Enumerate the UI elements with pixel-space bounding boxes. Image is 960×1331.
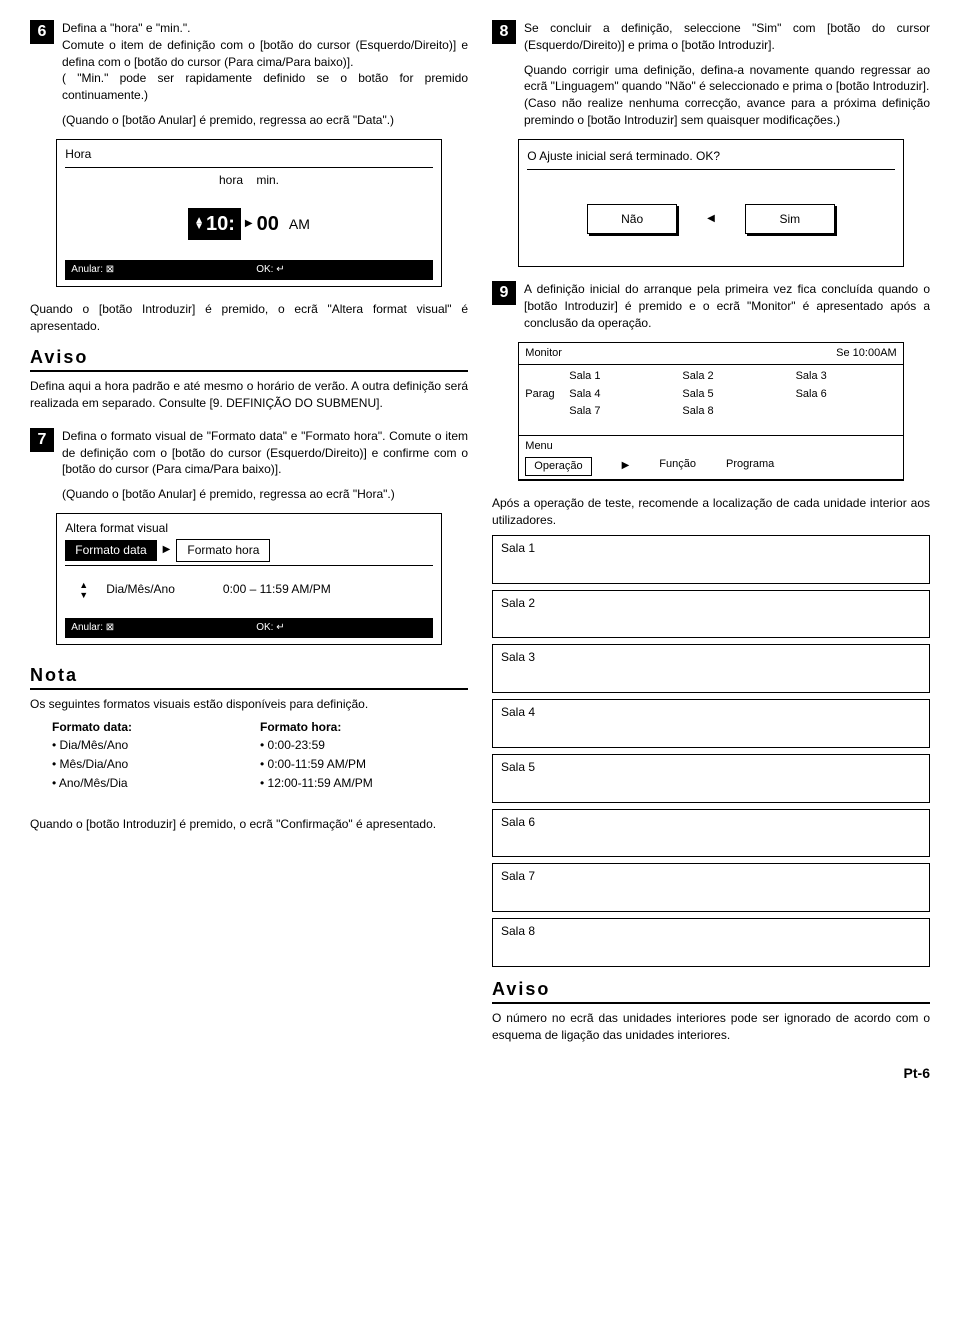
menu-operacao[interactable]: Operação [525,457,591,476]
step6-p3: (Quando o [botão Anular] é premido, regr… [62,112,468,129]
right-arrow-icon: ▶ [245,217,253,231]
step8-p1: Se concluir a definição, seleccione "Sim… [524,20,930,54]
fmt-hora-head: Formato hora: [260,720,341,734]
room-box-7[interactable]: Sala 7 [492,863,930,912]
step-9-badge: 9 [492,281,516,305]
step6-p2: ( "Min." pode ser rapidamente definido s… [62,70,468,104]
minute-value: 00 [257,210,279,238]
hour-input[interactable]: ▲▼ 10: [188,208,241,240]
step9-p1: A definição inicial do arranque pela pri… [524,281,930,331]
room-box-3[interactable]: Sala 3 [492,644,930,693]
anular-label: Anular: ⊠ [71,263,114,277]
left-arrow-icon: ◀ [707,212,715,226]
right-arrow-icon: ▶ [163,543,171,557]
menu-label: Menu [525,439,896,454]
room-box-2[interactable]: Sala 2 [492,590,930,639]
step-8-badge: 8 [492,20,516,44]
room-box-4[interactable]: Sala 4 [492,699,930,748]
step8-p2: Quando corrigir uma definição, defina-a … [524,62,930,96]
monitor-time: Se 10:00AM [836,346,897,361]
monitor-screen: Monitor Se 10:00AM Parag Sala 1 Sala 2 S… [518,342,903,481]
ampm-value: AM [289,215,310,235]
confirm-text: Quando o [botão Introduzir] é premido, o… [30,816,468,833]
fmt-hora-o1: • 0:00-23:59 [260,737,468,754]
sala-cell: Sala 2 [682,369,783,384]
label-min: min. [256,173,279,187]
confirm-msg: O Ajuste inicial será terminado. OK? [527,148,894,165]
fmt-data-head: Formato data: [52,720,132,734]
fmt-data-o2: • Mês/Dia/Ano [52,756,260,773]
post-op: Após a operação de teste, recomende a lo… [492,495,930,529]
updown-icon: ▲▼ [79,580,88,600]
monitor-side-label: Parag [525,369,569,419]
monitor-title: Monitor [525,346,562,361]
aviso2-body: O número no ecrã das unidades interiores… [492,1010,930,1044]
nota-body: Os seguintes formatos visuais estão disp… [30,696,468,713]
sala-cell: Sala 8 [682,404,783,419]
format-title: Altera format visual [65,520,432,537]
page-number: Pt-6 [30,1064,930,1084]
yes-button[interactable]: Sim [745,204,835,235]
ok-label: OK: ↵ [256,263,284,277]
aviso2-heading: Aviso [492,977,930,1004]
fmt-hora-o3: • 12:00-11:59 AM/PM [260,775,468,792]
step-6-badge: 6 [30,20,54,44]
step6-p1: Comute o item de definição com o [botão … [62,37,468,71]
label-hora: hora [219,173,243,187]
menu-funcao[interactable]: Função [659,457,696,476]
room-box-6[interactable]: Sala 6 [492,809,930,858]
aviso1-body: Defina aqui a hora padrão e até mesmo o … [30,378,468,412]
step7-p2: (Quando o [botão Anular] é premido, regr… [62,486,468,503]
time-format-value: 0:00 – 11:59 AM/PM [223,581,331,598]
room-box-8[interactable]: Sala 8 [492,918,930,967]
fmt-data-o1: • Dia/Mês/Ano [52,737,260,754]
sala-cell: Sala 4 [569,387,670,402]
sala-cell: Sala 7 [569,404,670,419]
tab-formato-hora[interactable]: Formato hora [176,539,270,562]
hora-screen: Hora hora min. ▲▼ 10: ▶ 00 AM Anular: ⊠ … [56,139,441,288]
menu-programa[interactable]: Programa [726,457,774,476]
tab-formato-data[interactable]: Formato data [65,540,156,561]
after-intro: Quando o [botão Introduzir] é premido, o… [30,301,468,335]
nota-heading: Nota [30,663,468,690]
sala-cell: Sala 5 [682,387,783,402]
no-button[interactable]: Não [587,204,677,235]
fmt-hora-o2: • 0:00-11:59 AM/PM [260,756,468,773]
anular-label2: Anular: ⊠ [71,621,114,635]
sala-cell: Sala 1 [569,369,670,384]
hora-title: Hora [65,146,432,163]
sala-cell: Sala 6 [796,387,897,402]
step8-p3: (Caso não realize nenhuma correcção, ava… [524,95,930,129]
date-format-value: Dia/Mês/Ano [106,581,175,598]
fmt-data-o3: • Ano/Mês/Dia [52,775,260,792]
step7-p1: Defina o formato visual de "Formato data… [62,428,468,478]
room-box-5[interactable]: Sala 5 [492,754,930,803]
format-screen: Altera format visual Formato data ▶ Form… [56,513,441,645]
confirm-screen: O Ajuste inicial será terminado. OK? Não… [518,139,903,268]
right-arrow-icon: ▶ [622,459,630,473]
aviso1-heading: Aviso [30,345,468,372]
room-box-1[interactable]: Sala 1 [492,535,930,584]
step6-title: Defina a "hora" e "min.". [62,20,468,37]
step-7-badge: 7 [30,428,54,452]
updown-icon: ▲▼ [194,218,204,230]
sala-cell: Sala 3 [796,369,897,384]
ok-label2: OK: ↵ [256,621,284,635]
